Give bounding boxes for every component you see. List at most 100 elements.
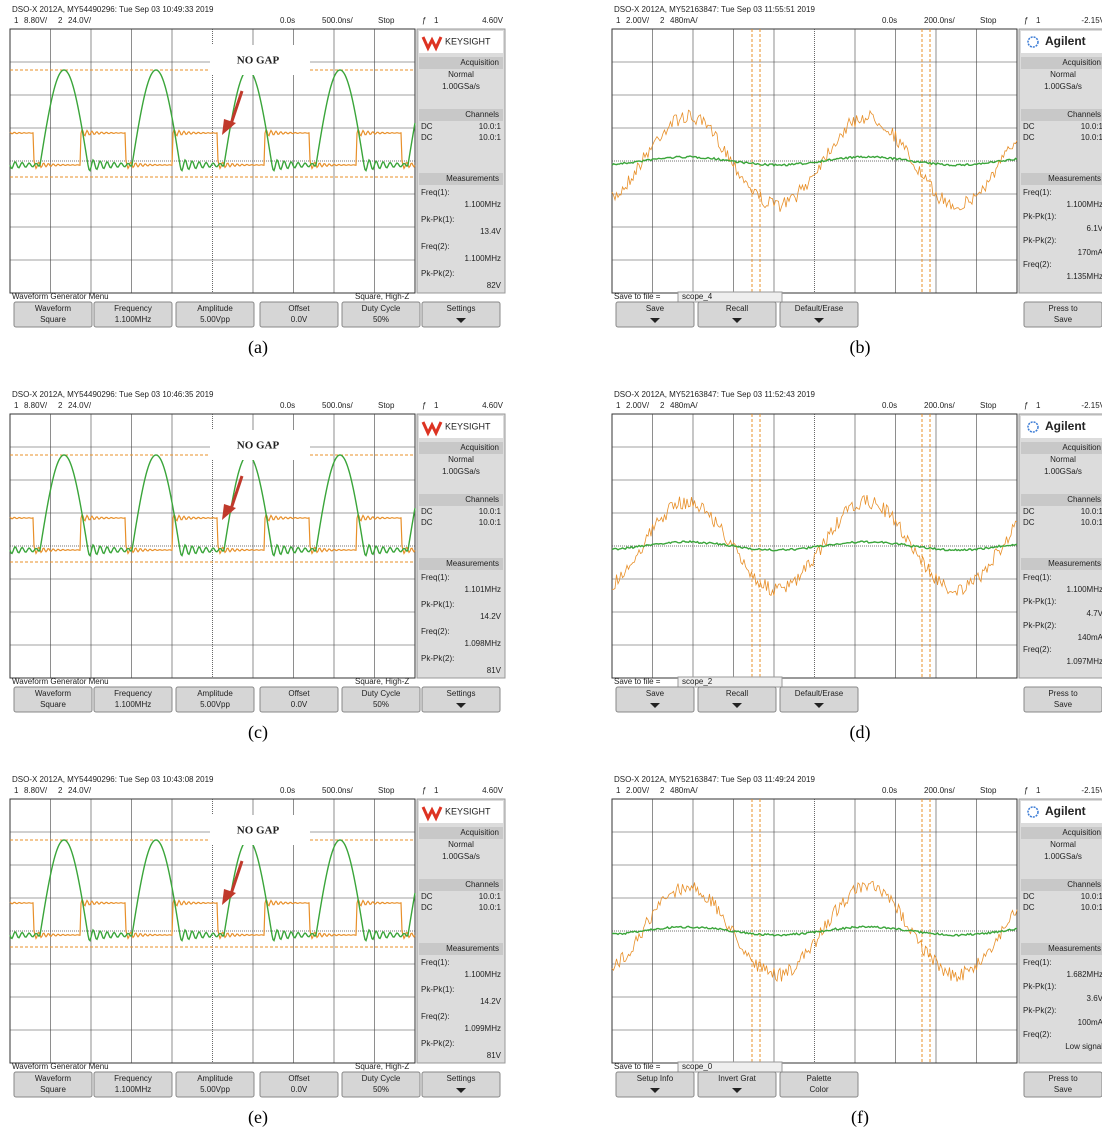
softkey[interactable] [259, 301, 339, 328]
ch1-num: 1 [14, 786, 19, 795]
section-header [419, 57, 503, 69]
scope-screenshot: DSO-X 2012A, MY54490296: Tue Sep 03 10:4… [9, 775, 506, 1098]
softkey[interactable] [175, 301, 255, 328]
brand-box [1021, 31, 1102, 53]
brand-box [1021, 416, 1102, 438]
section-title: Measurements [1048, 174, 1101, 183]
ch-probe: 10.0:1 [479, 133, 502, 142]
softkey-value: 1.100MHz [115, 700, 151, 709]
ch2-num: 2 [58, 786, 63, 795]
softkey[interactable] [697, 686, 777, 713]
softkey-title: Frequency [114, 689, 152, 698]
softkey-value: 5.00Vpp [200, 1085, 230, 1094]
footer-right: Square, High-Z [355, 292, 409, 301]
softkey-title: Default/Erase [795, 304, 844, 313]
annotation: NO GAP [237, 825, 280, 837]
annotation-box [210, 430, 310, 460]
meas-value: 100mA [1078, 1018, 1102, 1027]
trace-ch1 [611, 880, 1018, 982]
meas-label: Freq(1): [1023, 958, 1051, 967]
acq-mode: Normal [448, 70, 474, 79]
acq-rate: 1.00GSa/s [1044, 467, 1082, 476]
softkey[interactable] [13, 301, 93, 328]
caption: (f) [851, 1107, 869, 1128]
trig-ch: 1 [1036, 786, 1041, 795]
ch2-scale: 480mA/ [670, 786, 698, 795]
section-title: Measurements [1048, 944, 1101, 953]
softkey[interactable] [13, 686, 93, 713]
softkey[interactable] [93, 686, 173, 713]
softkey[interactable] [421, 301, 501, 328]
softkey[interactable] [1023, 686, 1102, 713]
softkey[interactable] [259, 1071, 339, 1098]
softkey[interactable] [779, 301, 859, 328]
softkey-arrow [650, 703, 660, 708]
time-scale: 200.0ns/ [924, 786, 955, 795]
meas-label: Pk-Pk(2): [1023, 236, 1056, 245]
softkey[interactable] [13, 1071, 93, 1098]
softkey[interactable] [421, 686, 501, 713]
time-ref: 0.0s [280, 401, 295, 410]
meas-label: Pk-Pk(2): [1023, 621, 1056, 630]
trace-ch1 [9, 513, 416, 555]
time-ref: 0.0s [882, 786, 897, 795]
section-header [419, 109, 503, 121]
footer-left: Waveform Generator Menu [12, 292, 109, 301]
ch-coupling: DC [1023, 122, 1035, 131]
caption: (d) [850, 722, 871, 743]
trace-ch1 [9, 898, 416, 940]
footer-left: Save to file = [614, 677, 661, 686]
meas-label: Freq(2): [421, 627, 449, 636]
arrow [228, 475, 244, 513]
meas-value: 1.098MHz [465, 639, 501, 648]
softkey[interactable] [779, 1071, 859, 1098]
section-title: Channels [465, 880, 499, 889]
section-title: Channels [465, 110, 499, 119]
section-header [1021, 57, 1102, 69]
section-header [419, 827, 503, 839]
softkey-value: Save [1054, 700, 1073, 709]
trig-level: 4.60V [482, 16, 504, 25]
footer-left: Waveform Generator Menu [12, 677, 109, 686]
trig-symbol: ƒ [1024, 16, 1028, 25]
softkey-arrow [814, 318, 824, 323]
meas-value: 1.100MHz [1067, 585, 1102, 594]
softkey-title: Invert Grat [718, 1074, 757, 1083]
softkey[interactable] [341, 1071, 421, 1098]
brand-logo [421, 806, 443, 822]
softkey[interactable] [1023, 1071, 1102, 1098]
arrow [228, 860, 244, 898]
meas-label: Freq(2): [1023, 1030, 1051, 1039]
run-state: Stop [980, 786, 997, 795]
softkey[interactable] [175, 686, 255, 713]
sidebar [416, 798, 506, 1064]
trig-symbol: ƒ [1024, 401, 1028, 410]
softkey-title: Default/Erase [795, 689, 844, 698]
softkey[interactable] [1023, 301, 1102, 328]
brand-box [419, 801, 503, 823]
softkey-title: Settings [447, 689, 476, 698]
trig-ch: 1 [434, 16, 439, 25]
softkey[interactable] [697, 301, 777, 328]
section-header [1021, 879, 1102, 891]
softkey[interactable] [93, 1071, 173, 1098]
softkey[interactable] [175, 1071, 255, 1098]
softkey[interactable] [93, 301, 173, 328]
softkey[interactable] [421, 1071, 501, 1098]
ch2-scale: 24.0V/ [68, 786, 92, 795]
softkey[interactable] [341, 301, 421, 328]
meas-label: Freq(1): [1023, 188, 1051, 197]
trig-symbol: ƒ [422, 786, 426, 795]
softkey-title: Press to [1048, 1074, 1078, 1083]
softkey[interactable] [697, 1071, 777, 1098]
softkey[interactable] [615, 686, 695, 713]
softkey[interactable] [615, 1071, 695, 1098]
meas-value: 13.4V [480, 227, 502, 236]
softkey[interactable] [779, 686, 859, 713]
softkey[interactable] [615, 301, 695, 328]
softkey[interactable] [341, 686, 421, 713]
section-title: Channels [1067, 110, 1101, 119]
ch1-num: 1 [14, 16, 19, 25]
ch-coupling: DC [421, 903, 433, 912]
softkey[interactable] [259, 686, 339, 713]
